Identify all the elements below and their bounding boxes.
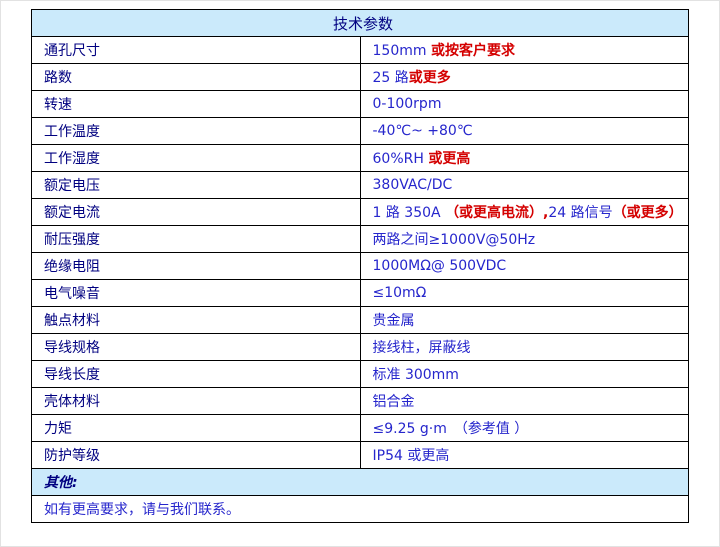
value-part: -40℃~ +80℃ <box>372 123 473 139</box>
param-label: 导线长度 <box>31 360 361 388</box>
param-value: 25 路或更多 <box>359 63 689 91</box>
param-value: -40℃~ +80℃ <box>359 117 689 145</box>
param-label: 力矩 <box>31 414 361 442</box>
value-part: 或更多 <box>408 70 451 86</box>
table-row: 触点材料 贵金属 <box>31 306 689 334</box>
table-row: 电气噪音 ≤10mΩ <box>31 279 689 307</box>
table-row: 导线长度 标准 300mm <box>31 360 689 388</box>
value-part: 贵金属 <box>372 313 415 329</box>
table-row: 工作温度 -40℃~ +80℃ <box>31 117 689 145</box>
param-value: 1000MΩ@ 500VDC <box>359 252 689 280</box>
param-value: 两路之间≥1000V@50Hz <box>359 225 689 253</box>
table-row: 路数 25 路或更多 <box>31 63 689 91</box>
value-part: 接线柱，屏蔽线 <box>372 340 471 356</box>
table-row: 绝缘电阻 1000MΩ@ 500VDC <box>31 252 689 280</box>
param-value: 贵金属 <box>359 306 689 334</box>
param-value: 1 路 350A （或更高电流）,24 路信号（或更多） <box>359 198 689 226</box>
param-label: 绝缘电阻 <box>31 252 361 280</box>
value-part: 或更高 <box>428 151 471 167</box>
value-part: 150mm <box>372 43 431 59</box>
table-row: 壳体材料 铝合金 <box>31 387 689 415</box>
value-part: IP54 或更高 <box>372 448 450 464</box>
value-part: 380VAC/DC <box>372 177 453 193</box>
param-label: 工作温度 <box>31 117 361 145</box>
value-part: （或更高电流）, <box>445 205 549 221</box>
table-row: 转速 0-100rpm <box>31 90 689 118</box>
value-part: 或按客户要求 <box>430 43 515 59</box>
param-label: 触点材料 <box>31 306 361 334</box>
value-part: 25 路 <box>372 70 409 86</box>
table-row: 额定电压 380VAC/DC <box>31 171 689 199</box>
table-row: 力矩 ≤9.25 g·m （参考值 ） <box>31 414 689 442</box>
value-part: 铝合金 <box>372 394 415 410</box>
param-label: 工作湿度 <box>31 144 361 172</box>
table-row: 防护等级 IP54 或更高 <box>31 441 689 469</box>
param-label: 防护等级 <box>31 441 361 469</box>
param-value: ≤10mΩ <box>359 279 689 307</box>
param-value: 接线柱，屏蔽线 <box>359 333 689 361</box>
value-part: 1000MΩ@ 500VDC <box>372 258 507 274</box>
table-row: 导线规格 接线柱，屏蔽线 <box>31 333 689 361</box>
param-value: 380VAC/DC <box>359 171 689 199</box>
footer-note: 如有更高要求，请与我们联系。 <box>31 495 689 523</box>
param-value: 150mm 或按客户要求 <box>359 36 689 64</box>
table-row: 通孔尺寸 150mm 或按客户要求 <box>31 36 689 64</box>
param-value: IP54 或更高 <box>359 441 689 469</box>
other-section-label: 其他: <box>31 468 689 496</box>
value-part: ≤9.25 g·m （参考值 ） <box>372 421 529 437</box>
value-part: 24 路信号 <box>548 205 613 221</box>
param-label: 额定电流 <box>31 198 361 226</box>
param-label: 导线规格 <box>31 333 361 361</box>
param-label: 通孔尺寸 <box>31 36 361 64</box>
param-value: 铝合金 <box>359 387 689 415</box>
param-label: 路数 <box>31 63 361 91</box>
tech-params-table: 技术参数 通孔尺寸 150mm 或按客户要求 路数 25 路或更多 转速 0-1… <box>31 9 689 523</box>
param-label: 额定电压 <box>31 171 361 199</box>
param-value: 标准 300mm <box>359 360 689 388</box>
other-section-row: 其他: <box>31 468 689 496</box>
param-value: 60%RH 或更高 <box>359 144 689 172</box>
value-part: 1 路 350A <box>372 205 446 221</box>
param-label: 壳体材料 <box>31 387 361 415</box>
table-title: 技术参数 <box>31 9 689 37</box>
footer-note-row: 如有更高要求，请与我们联系。 <box>31 495 689 523</box>
param-value: ≤9.25 g·m （参考值 ） <box>359 414 689 442</box>
param-label: 电气噪音 <box>31 279 361 307</box>
value-part: （或更多） <box>612 205 683 221</box>
value-part: 0-100rpm <box>372 96 442 112</box>
value-part: ≤10mΩ <box>372 285 427 301</box>
value-part: 60%RH <box>372 151 429 167</box>
table-title-row: 技术参数 <box>31 9 689 37</box>
value-part: 标准 300mm <box>372 367 459 383</box>
param-label: 耐压强度 <box>31 225 361 253</box>
param-value: 0-100rpm <box>359 90 689 118</box>
param-label: 转速 <box>31 90 361 118</box>
value-part: 两路之间≥1000V@50Hz <box>372 232 536 248</box>
table-row: 耐压强度 两路之间≥1000V@50Hz <box>31 225 689 253</box>
table-row: 额定电流 1 路 350A （或更高电流）,24 路信号（或更多） <box>31 198 689 226</box>
table-row: 工作湿度 60%RH 或更高 <box>31 144 689 172</box>
